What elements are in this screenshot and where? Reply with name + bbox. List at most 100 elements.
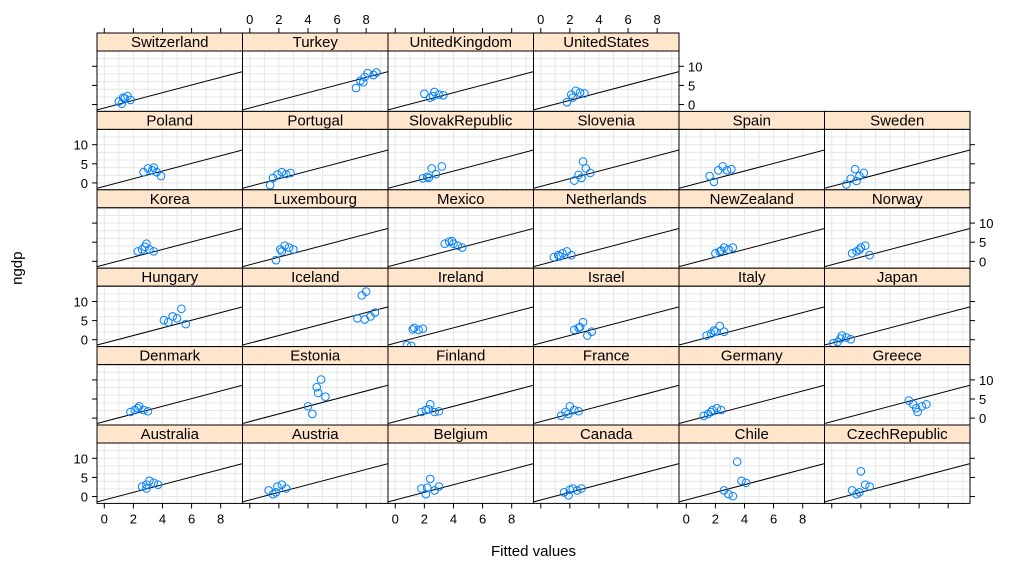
- x-tick-label-bottom: 0: [101, 511, 108, 526]
- data-point: [702, 331, 711, 340]
- y-tick-label-left: 0: [81, 490, 88, 505]
- panel-grid: [679, 286, 825, 347]
- data-point: [149, 163, 159, 172]
- data-point: [369, 70, 378, 80]
- panel-grid: [388, 364, 534, 425]
- x-tick-label-top: 8: [654, 12, 661, 27]
- data-point: [709, 177, 719, 187]
- reference-line: [242, 463, 388, 503]
- data-point: [321, 392, 330, 402]
- strip-label: Israel: [588, 269, 625, 286]
- data-point: [168, 312, 177, 321]
- data-point: [424, 405, 434, 414]
- y-axis-row-3: 0 5 10: [74, 294, 975, 348]
- panel-portugal: Portugal: [242, 110, 389, 191]
- x-tick-label-top: 4: [304, 12, 311, 27]
- data-point: [842, 333, 851, 342]
- panels-layer: Switzerland Turkey UnitedKingdom UnitedStat…: [74, 12, 994, 526]
- data-point: [567, 250, 576, 260]
- strip-label: Korea: [150, 191, 191, 208]
- panel-grid: [242, 51, 388, 112]
- reference-line: [533, 149, 679, 189]
- data-point: [273, 482, 282, 491]
- y-tick-label-right: 10: [979, 373, 993, 388]
- data-point: [437, 162, 447, 171]
- data-point: [699, 411, 709, 421]
- panel-turkey: Turkey: [242, 32, 389, 112]
- data-point: [308, 409, 317, 419]
- strip-label: Estonia: [290, 348, 341, 365]
- data-point: [553, 250, 563, 260]
- reference-line: [388, 463, 534, 503]
- reference-line: [242, 227, 388, 268]
- data-point: [865, 482, 874, 491]
- panel-slovenia: Slovenia: [533, 110, 680, 191]
- data-point: [153, 480, 163, 489]
- panel-mexico: Mexico: [387, 189, 534, 269]
- data-point: [732, 457, 742, 467]
- reference-line: [824, 227, 970, 268]
- data-point: [855, 245, 864, 255]
- data-point: [555, 252, 564, 261]
- reference-line: [533, 71, 679, 111]
- data-point: [564, 491, 573, 500]
- panel-grid: [679, 207, 825, 269]
- data-point: [711, 248, 720, 258]
- data-point: [142, 484, 151, 493]
- panel-chile: Chile: [678, 424, 825, 504]
- data-point: [430, 87, 439, 97]
- data-point: [363, 68, 372, 78]
- panel-spain: Spain: [678, 110, 825, 191]
- data-point: [577, 173, 586, 183]
- x-tick-label-bottom: 6: [479, 511, 486, 526]
- panel-iceland: Iceland: [242, 267, 389, 348]
- data-point: [865, 250, 874, 260]
- x-tick-label-top: 0: [537, 12, 544, 27]
- reference-line: [533, 306, 679, 346]
- y-tick-label-left: 0: [81, 333, 88, 348]
- y-tick-label-left: 10: [74, 138, 88, 153]
- strip-label: Netherlands: [566, 191, 647, 208]
- panel-grid: [533, 207, 679, 269]
- data-point: [281, 484, 291, 493]
- strip-label: Japan: [877, 269, 918, 286]
- data-point: [860, 480, 870, 489]
- x-axis-col-5: [831, 503, 949, 509]
- panel-slovakrepublic: SlovakRepublic: [387, 110, 534, 191]
- panel-estonia: Estonia: [242, 346, 389, 426]
- panel-grid: [533, 129, 679, 190]
- reference-line: [242, 306, 388, 346]
- panel-border: [824, 442, 971, 504]
- data-point: [145, 476, 154, 486]
- data-point: [313, 388, 323, 398]
- data-point: [574, 170, 583, 180]
- data-point: [741, 478, 751, 488]
- strip-label: Sweden: [870, 112, 924, 129]
- reference-line: [242, 71, 388, 111]
- data-point: [137, 482, 147, 491]
- data-point: [737, 476, 746, 486]
- panel-grid: [242, 286, 388, 347]
- data-point: [265, 180, 275, 190]
- data-point: [587, 327, 597, 336]
- data-point: [855, 488, 864, 497]
- data-point: [719, 243, 729, 252]
- data-point: [711, 327, 720, 336]
- data-point: [850, 164, 860, 174]
- data-point: [724, 489, 733, 499]
- y-tick-label-right: 5: [688, 78, 695, 93]
- panel-grid: [533, 51, 679, 112]
- panel-grid: [242, 364, 388, 425]
- data-point: [181, 319, 191, 329]
- reference-line: [97, 384, 243, 424]
- reference-line: [679, 149, 825, 189]
- panel-grid: [679, 129, 825, 190]
- data-point: [569, 405, 579, 415]
- panel-grid: [388, 51, 534, 112]
- data-point: [564, 409, 573, 419]
- strip-label: Spain: [733, 112, 771, 129]
- panel-grid: [97, 129, 243, 190]
- y-axis-row-5: 0 5 10: [74, 451, 975, 505]
- data-point: [271, 488, 281, 497]
- panel-grid: [388, 207, 534, 269]
